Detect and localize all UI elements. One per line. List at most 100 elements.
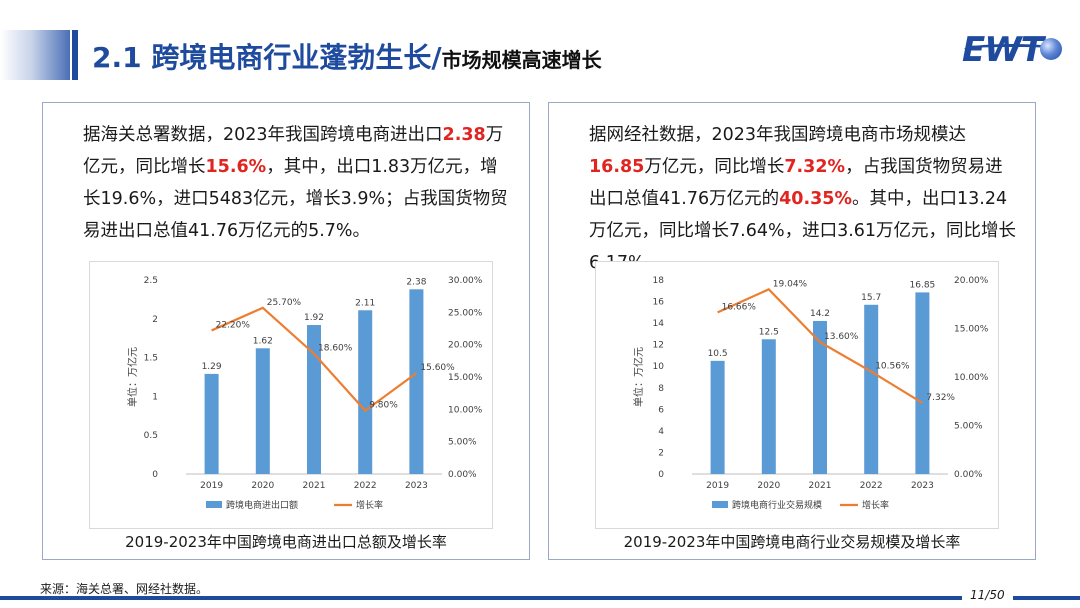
growth-rate-line xyxy=(211,306,418,413)
line-data-label: 25.70% xyxy=(267,298,302,308)
highlight-value: 40.35% xyxy=(779,189,852,209)
chart-import-export: 0 0.5 1 1.5 2 2.5 0.00% 5.00% 10.00% 15.00% 20.00%… xyxy=(89,261,493,529)
line-data-label: 13.60% xyxy=(824,332,859,342)
bar xyxy=(710,360,725,474)
bar-data-label: 1.62 xyxy=(253,336,273,346)
line-data-label: 22.20% xyxy=(216,320,251,330)
growth-rate-line xyxy=(717,287,923,404)
line-data-label: 16.66% xyxy=(722,302,757,312)
bar xyxy=(255,348,270,474)
header-accent-bar xyxy=(72,30,78,80)
bar-data-label: 15.7 xyxy=(861,293,881,303)
line-data-label: 15.60% xyxy=(420,363,455,373)
x-tick-label: 2022 xyxy=(354,481,377,491)
y-tick-label: 1 xyxy=(152,392,158,402)
bar xyxy=(761,339,776,474)
y2-tick-label: 0.00% xyxy=(448,470,477,480)
chart-market-scale-svg: 0 2 4 6 8 10 12 14 16 18 0.00% 5.00% 10.00% 15.00% 20.… xyxy=(632,276,989,511)
left-panel: 据海关总署数据，2023年我国跨境电商进出口 2.38 万亿元，同比增长15.6%，… xyxy=(42,102,530,560)
y-tick-label: 0 xyxy=(152,470,158,480)
y-tick-label: 0 xyxy=(658,470,664,480)
chart-import-export-svg: 0 0.5 1 1.5 2 2.5 0.00% 5.00% 10.00% 15.00% 20.00%… xyxy=(126,276,483,511)
y2-tick-label: 30.00% xyxy=(448,276,483,286)
bar xyxy=(307,325,321,474)
paragraph-text: 万亿元，同比增长 xyxy=(644,157,785,177)
y2-tick-label: 5.00% xyxy=(954,422,983,432)
legend-label: 跨境电商行业交易规模 xyxy=(732,499,822,511)
y2-tick-label: 25.00% xyxy=(448,308,483,318)
highlight-value: 15.6% xyxy=(205,157,267,177)
y-axis-label: 单位：万亿元 xyxy=(632,347,645,407)
x-tick-label: 2023 xyxy=(405,481,428,491)
y2-tick-label: 5.00% xyxy=(448,438,477,448)
line-data-label: 7.32% xyxy=(926,393,955,403)
paragraph-text: ，其中，出口1.83万亿元，增长19.6%，进口5483亿元，增长3.9%；占我… xyxy=(83,157,508,241)
x-tick-label: 2020 xyxy=(757,481,780,491)
x-tick-label: 2021 xyxy=(303,481,326,491)
y-tick-label: 8 xyxy=(658,384,664,394)
highlight-value: 16.85 xyxy=(589,157,645,177)
bar xyxy=(864,304,879,474)
chart-caption-right: 2019-2023年中国跨境电商行业交易规模及增长率 xyxy=(623,533,961,551)
title-main: 2.1 跨境电商行业蓬勃生长/ xyxy=(92,41,442,74)
footer-line xyxy=(0,596,1080,600)
y-tick-label: 10 xyxy=(653,362,665,372)
bar xyxy=(358,310,373,474)
bar-data-label: 12.5 xyxy=(759,327,779,337)
x-tick-label: 2023 xyxy=(911,481,934,491)
bar xyxy=(915,292,930,474)
y2-tick-label: 10.00% xyxy=(448,405,483,415)
line-data-label: 19.04% xyxy=(773,279,808,289)
y-tick-label: 2.5 xyxy=(144,276,158,286)
line-data-label: 10.56% xyxy=(875,362,910,372)
right-paragraph: 据网经社数据，2023年我国跨境电商市场规模达 16.85万亿元，同比增长7.32… xyxy=(589,119,1019,279)
y-tick-label: 0.5 xyxy=(144,431,158,441)
footer-source: 来源：海关总署、网经社数据。 xyxy=(40,582,209,596)
left-paragraph: 据海关总署数据，2023年我国跨境电商进出口2.38万亿元，同比增长15.6%，… xyxy=(83,119,513,247)
page-title: 2.1 跨境电商行业蓬勃生长/市场规模高速增长 xyxy=(92,36,602,76)
paragraph-text: ，占我国货物贸易进出口总值41.76万亿元的 xyxy=(589,157,1003,209)
bar-data-label: 10.5 xyxy=(708,349,728,359)
chart-market-scale: 0 2 4 6 8 10 12 14 16 18 0.00% 5.00% 10.00% 15.00% 20.… xyxy=(595,261,999,529)
y-tick-label: 16 xyxy=(653,298,665,308)
y2-tick-label: 0.00% xyxy=(954,470,983,480)
chart-caption-left: 2019-2023年中国跨境电商进出口总额及增长率 xyxy=(125,533,447,551)
logo-swoosh xyxy=(964,44,1060,54)
bar xyxy=(813,320,827,474)
bar-data-label: 1.92 xyxy=(304,313,324,323)
bar-data-label: 2.11 xyxy=(355,298,375,308)
bar-data-label: 14.2 xyxy=(810,309,830,319)
paragraph-text: 万亿元，同比增长 xyxy=(83,125,504,177)
x-tick-label: 2019 xyxy=(706,481,729,491)
bar-data-label: 2.38 xyxy=(406,277,426,287)
x-tick-label: 2019 xyxy=(200,481,223,491)
y-axis-label: 单位：万亿元 xyxy=(126,347,139,407)
legend-label: 跨境电商进出口额 xyxy=(226,499,298,511)
page-number: 11/50 xyxy=(962,588,1013,602)
y2-tick-label: 20.00% xyxy=(954,276,989,286)
globe-icon xyxy=(1040,38,1062,60)
x-tick-label: 2021 xyxy=(809,481,832,491)
highlight-value: 7.32% xyxy=(784,157,846,177)
y2-tick-label: 15.00% xyxy=(954,325,989,335)
legend-swatch-bar xyxy=(206,501,222,508)
y-tick-label: 2 xyxy=(152,315,158,325)
legend-label: 增长率 xyxy=(356,499,383,511)
y-tick-label: 12 xyxy=(653,341,664,351)
paragraph-text: 据海关总署数据，2023年我国跨境电商进出口 xyxy=(83,125,443,145)
title-sub: 市场规模高速增长 xyxy=(441,48,602,72)
right-panel: 据网经社数据，2023年我国跨境电商市场规模达16.85万亿元，同比增长7.32… xyxy=(548,102,1036,560)
line-data-label: 9.80% xyxy=(369,401,398,411)
y-tick-label: 2 xyxy=(658,448,664,458)
bar xyxy=(204,373,219,474)
y2-tick-label: 20.00% xyxy=(448,341,483,351)
y-tick-label: 1.5 xyxy=(144,354,158,364)
bar-data-label: 1.29 xyxy=(202,362,222,372)
x-tick-label: 2020 xyxy=(251,481,274,491)
header-decor-bar xyxy=(0,30,70,80)
legend-label: 增长率 xyxy=(862,499,889,511)
legend-swatch-bar xyxy=(712,501,728,508)
bar-data-label: 16.85 xyxy=(910,280,936,290)
y-tick-label: 18 xyxy=(653,276,665,286)
x-tick-label: 2022 xyxy=(860,481,883,491)
